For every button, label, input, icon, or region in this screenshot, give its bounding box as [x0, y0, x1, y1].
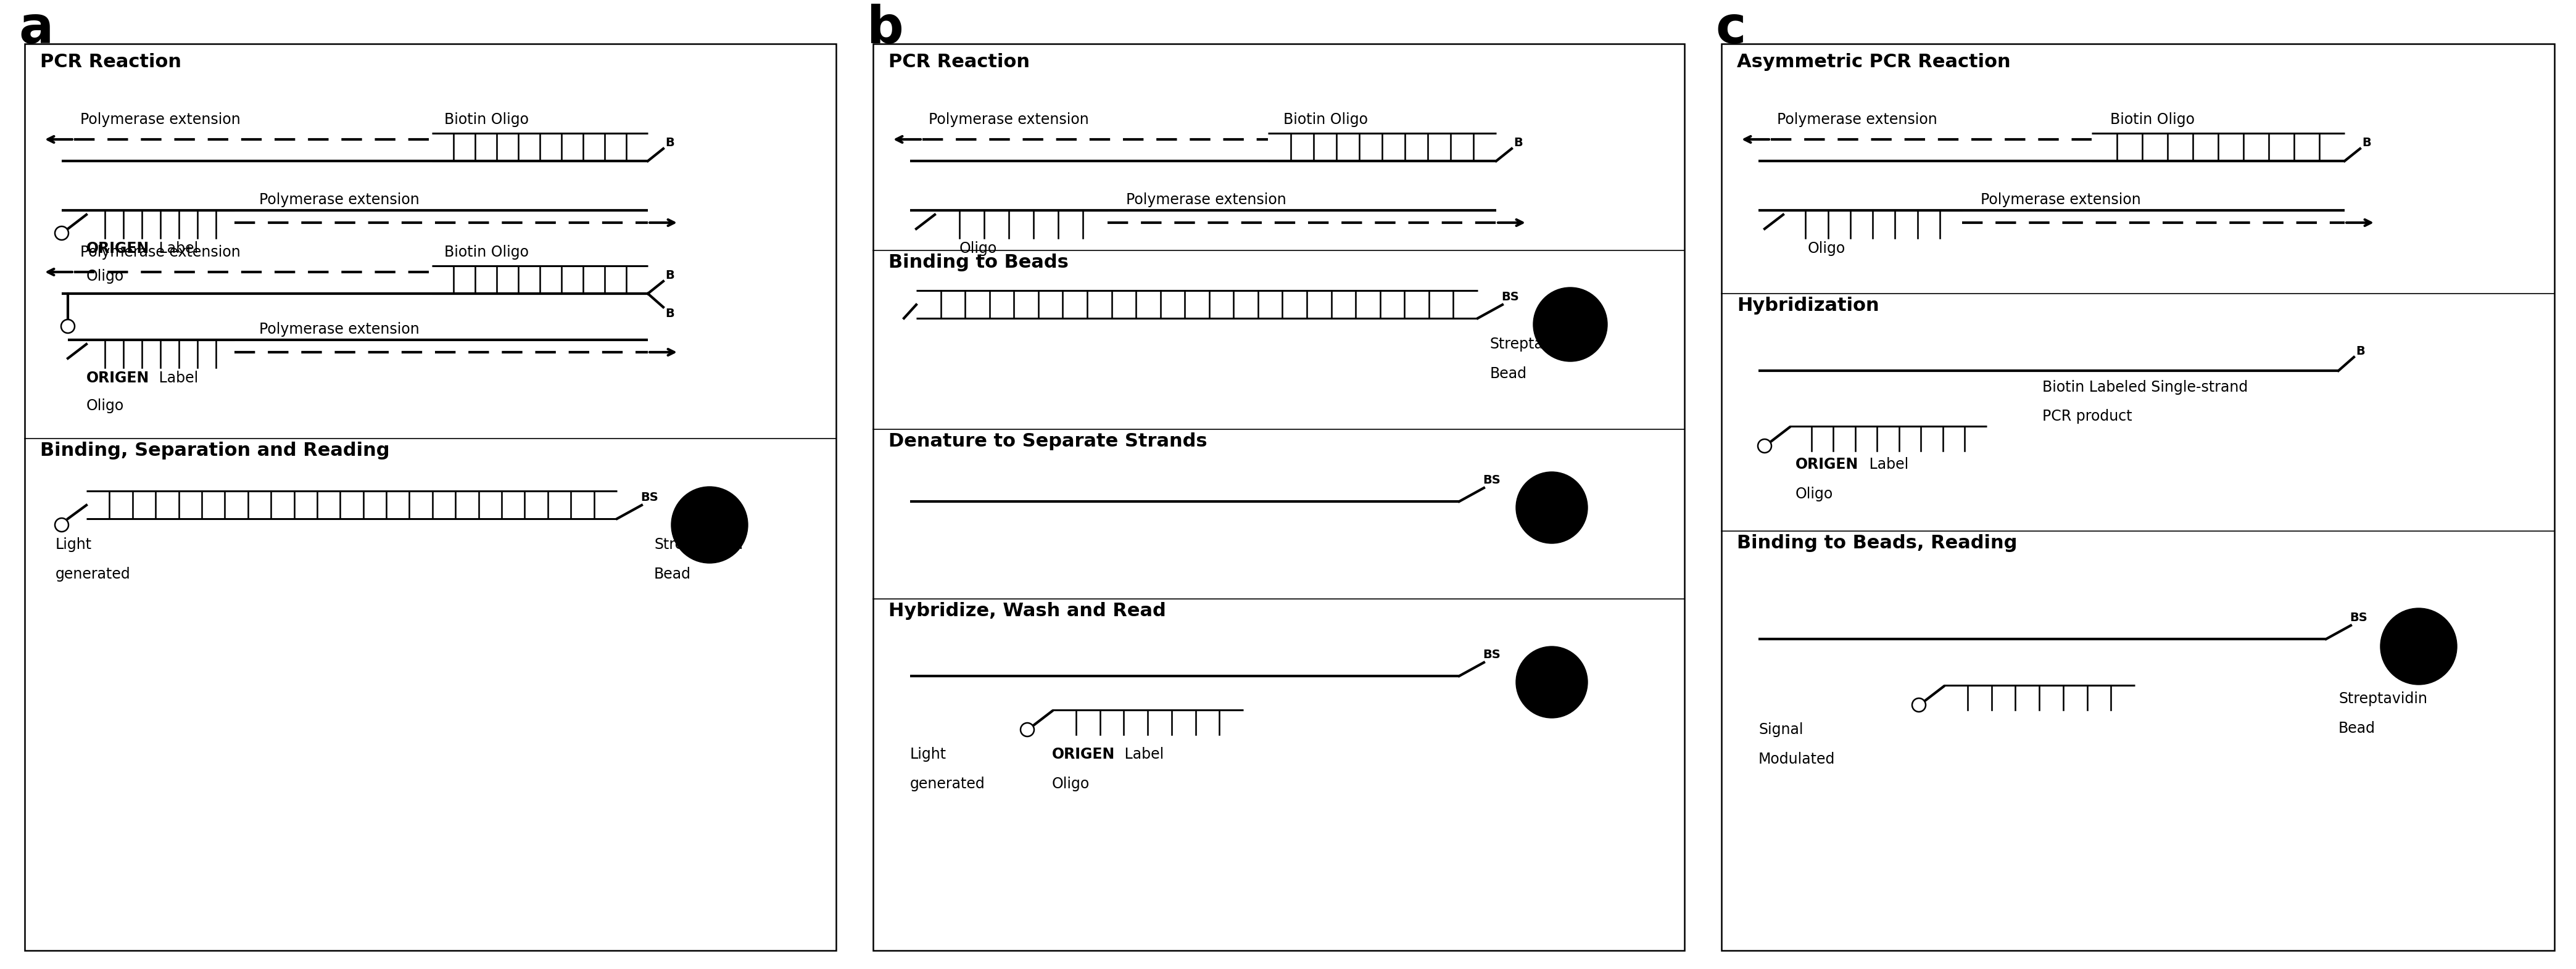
- Text: Bead: Bead: [1489, 366, 1528, 381]
- Text: Binding to Beads: Binding to Beads: [889, 254, 1069, 271]
- Text: Biotin Oligo: Biotin Oligo: [2110, 112, 2195, 127]
- Text: Modulated: Modulated: [1759, 752, 1834, 766]
- Text: Label: Label: [155, 371, 198, 386]
- Text: Oligo: Oligo: [958, 241, 997, 256]
- Circle shape: [1533, 288, 1607, 361]
- Text: Bead: Bead: [2339, 721, 2375, 735]
- Text: Polymerase extension: Polymerase extension: [1777, 112, 1937, 127]
- Text: Hybridize, Wash and Read: Hybridize, Wash and Read: [889, 602, 1167, 620]
- Text: Label: Label: [1121, 747, 1164, 762]
- Text: Biotin Labeled Single-strand: Biotin Labeled Single-strand: [2043, 380, 2249, 394]
- Text: Oligo: Oligo: [88, 398, 124, 413]
- Text: Polymerase extension: Polymerase extension: [80, 112, 240, 127]
- Circle shape: [1911, 699, 1927, 712]
- Text: Biotin Oligo: Biotin Oligo: [443, 245, 528, 260]
- Text: ORIGEN: ORIGEN: [1795, 457, 1857, 472]
- Text: Light: Light: [57, 537, 93, 552]
- Text: Polymerase extension: Polymerase extension: [260, 193, 420, 207]
- Text: generated: generated: [57, 567, 131, 581]
- Circle shape: [672, 486, 747, 563]
- Circle shape: [2380, 609, 2458, 685]
- Text: B: B: [665, 308, 675, 320]
- Text: B: B: [2362, 137, 2370, 148]
- Text: BS: BS: [2349, 611, 2367, 624]
- Text: c: c: [1716, 4, 1747, 53]
- Text: Polymerase extension: Polymerase extension: [927, 112, 1090, 127]
- Text: Oligo: Oligo: [1795, 486, 1834, 502]
- Text: Polymerase extension: Polymerase extension: [1981, 193, 2141, 207]
- Text: generated: generated: [909, 776, 984, 792]
- Text: PCR Reaction: PCR Reaction: [41, 53, 180, 71]
- Text: Oligo: Oligo: [1051, 776, 1090, 792]
- Text: Polymerase extension: Polymerase extension: [80, 245, 240, 260]
- Text: Biotin Oligo: Biotin Oligo: [443, 112, 528, 127]
- Circle shape: [62, 320, 75, 333]
- Text: Hybridization: Hybridization: [1736, 297, 1878, 315]
- Text: Biotin Oligo: Biotin Oligo: [1283, 112, 1368, 127]
- Circle shape: [1020, 723, 1033, 736]
- Text: Streptavidin: Streptavidin: [1489, 337, 1579, 352]
- Text: BS: BS: [641, 491, 659, 503]
- Text: PCR Reaction: PCR Reaction: [889, 53, 1030, 71]
- Text: B: B: [665, 137, 675, 148]
- Text: BS: BS: [1502, 291, 1520, 303]
- Text: B: B: [1515, 137, 1522, 148]
- Text: Streptavidin: Streptavidin: [654, 537, 742, 552]
- Text: b: b: [868, 4, 904, 53]
- Text: ORIGEN: ORIGEN: [88, 371, 149, 386]
- Circle shape: [1757, 439, 1772, 453]
- Circle shape: [1517, 646, 1587, 718]
- Text: Denature to Separate Strands: Denature to Separate Strands: [889, 432, 1208, 451]
- Circle shape: [54, 227, 70, 240]
- Text: B: B: [2354, 345, 2365, 358]
- Text: Polymerase extension: Polymerase extension: [1126, 193, 1285, 207]
- Text: Oligo: Oligo: [88, 269, 124, 284]
- Text: Asymmetric PCR Reaction: Asymmetric PCR Reaction: [1736, 53, 2012, 71]
- Text: Binding, Separation and Reading: Binding, Separation and Reading: [41, 442, 389, 459]
- Bar: [873, 44, 1685, 951]
- Text: BS: BS: [1484, 649, 1499, 661]
- Text: Binding to Beads, Reading: Binding to Beads, Reading: [1736, 534, 2017, 552]
- Text: BS: BS: [1484, 474, 1499, 486]
- Text: Polymerase extension: Polymerase extension: [260, 322, 420, 337]
- Text: Light: Light: [909, 747, 945, 762]
- Circle shape: [54, 518, 70, 532]
- Text: Bead: Bead: [654, 567, 690, 581]
- Bar: [1721, 44, 2555, 951]
- Text: ORIGEN: ORIGEN: [1051, 747, 1115, 762]
- Circle shape: [1517, 472, 1587, 544]
- Text: PCR product: PCR product: [2043, 409, 2133, 423]
- Text: Signal: Signal: [1759, 722, 1803, 737]
- Text: Label: Label: [155, 241, 198, 256]
- Text: a: a: [18, 4, 54, 53]
- Text: Label: Label: [1865, 457, 1909, 472]
- Text: Streptavidin: Streptavidin: [2339, 692, 2427, 706]
- Bar: [26, 44, 837, 951]
- Text: Oligo: Oligo: [1808, 241, 1844, 256]
- Text: B: B: [665, 269, 675, 281]
- Text: ORIGEN: ORIGEN: [88, 241, 149, 256]
